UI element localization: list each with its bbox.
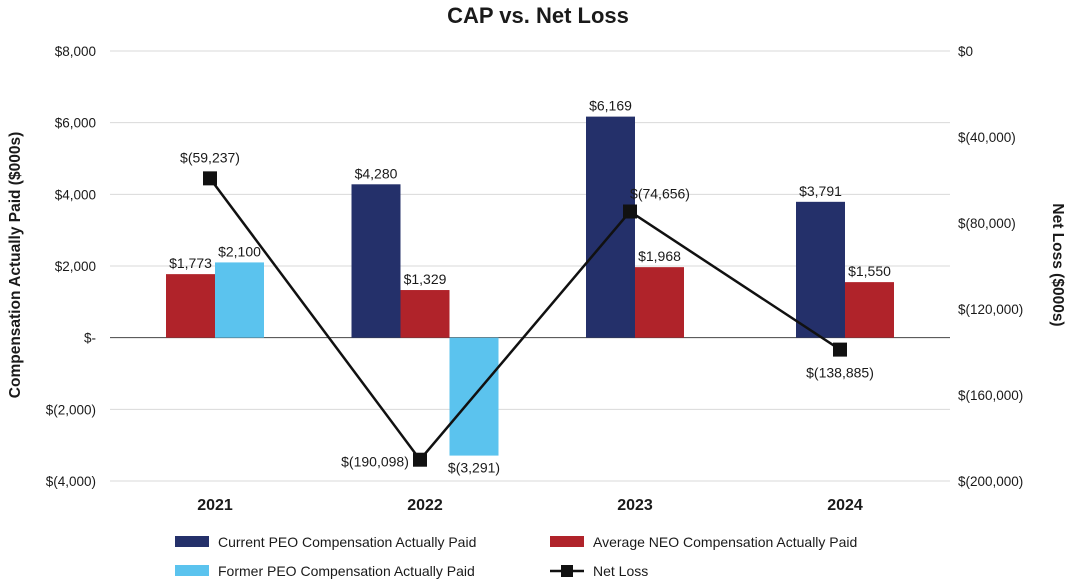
net-loss-data-label: $(74,656) [630,186,690,202]
bar-data-label: $4,280 [355,165,398,181]
category-label: 2022 [407,497,443,514]
legend-label: Current PEO Compensation Actually Paid [218,534,476,550]
bar-data-label: $1,329 [404,271,447,287]
legend-label: Former PEO Compensation Actually Paid [218,563,475,579]
legend-marker [561,565,573,577]
left-tick-label: $(4,000) [46,474,96,489]
bar [845,282,894,338]
category-label: 2023 [617,497,653,514]
net-loss-data-label: $(138,885) [806,365,874,381]
category-label: 2024 [827,497,863,514]
right-axis-label: Net Loss ($000s) [1049,203,1066,326]
left-tick-label: $4,000 [55,187,96,202]
left-tick-label: $6,000 [55,116,96,131]
right-tick-label: $0 [958,44,973,59]
category-labels: 2021 2022 2023 2024 [197,497,863,514]
right-tick-label: $(160,000) [958,388,1023,403]
bar-data-label: $(3,291) [448,460,500,476]
data-labels: $1,773 $2,100 $4,280 $1,329 $(3,291) $6,169 $1… [169,98,891,476]
bar-data-label: $3,791 [799,183,842,199]
bar [400,290,450,338]
legend-swatch [550,536,584,547]
bar [586,116,635,338]
left-tick-label: $2,000 [55,259,96,274]
left-tick-label: $8,000 [55,44,96,59]
legend-swatch [175,565,209,576]
bar [351,184,401,338]
legend-label: Average NEO Compensation Actually Paid [593,534,857,550]
chart-title: CAP vs. Net Loss [447,3,629,28]
right-tick-label: $(40,000) [958,130,1016,145]
legend-swatch [175,536,209,547]
bars [166,116,894,456]
category-label: 2021 [197,497,233,514]
legend: Current PEO Compensation Actually Paid Av… [175,534,857,579]
net-loss-point [623,204,637,219]
right-tick-label: $(120,000) [958,302,1023,317]
net-loss-data-label: $(59,237) [180,149,240,165]
right-axis-ticks: $0 $(40,000) $(80,000) $(120,000) $(160,000)… [958,44,1023,489]
right-tick-label: $(200,000) [958,474,1023,489]
bar-data-label: $1,968 [638,248,681,264]
legend-label: Net Loss [593,563,648,579]
bar-data-label: $2,100 [218,243,261,259]
net-loss-point [203,171,217,186]
bar [635,267,684,338]
bar [796,201,845,338]
net-loss-line-path [208,177,841,462]
bar [166,274,215,338]
left-tick-label: $(2,000) [46,402,96,417]
left-axis-label: Compensation Actually Paid ($000s) [7,132,24,398]
net-loss-point [413,452,427,467]
net-loss-data-label: $(190,098) [341,454,409,470]
left-axis-ticks: $8,000 $6,000 $4,000 $2,000 $- $(2,000) $(4,00… [46,44,96,489]
net-loss-line [203,171,847,467]
right-tick-label: $(80,000) [958,216,1016,231]
left-tick-label: $- [84,331,96,346]
bar-data-label: $1,550 [848,263,891,279]
bar-data-label: $6,169 [589,98,632,114]
net-loss-point [833,342,847,357]
bar [215,262,264,338]
bar-data-label: $1,773 [169,255,212,271]
